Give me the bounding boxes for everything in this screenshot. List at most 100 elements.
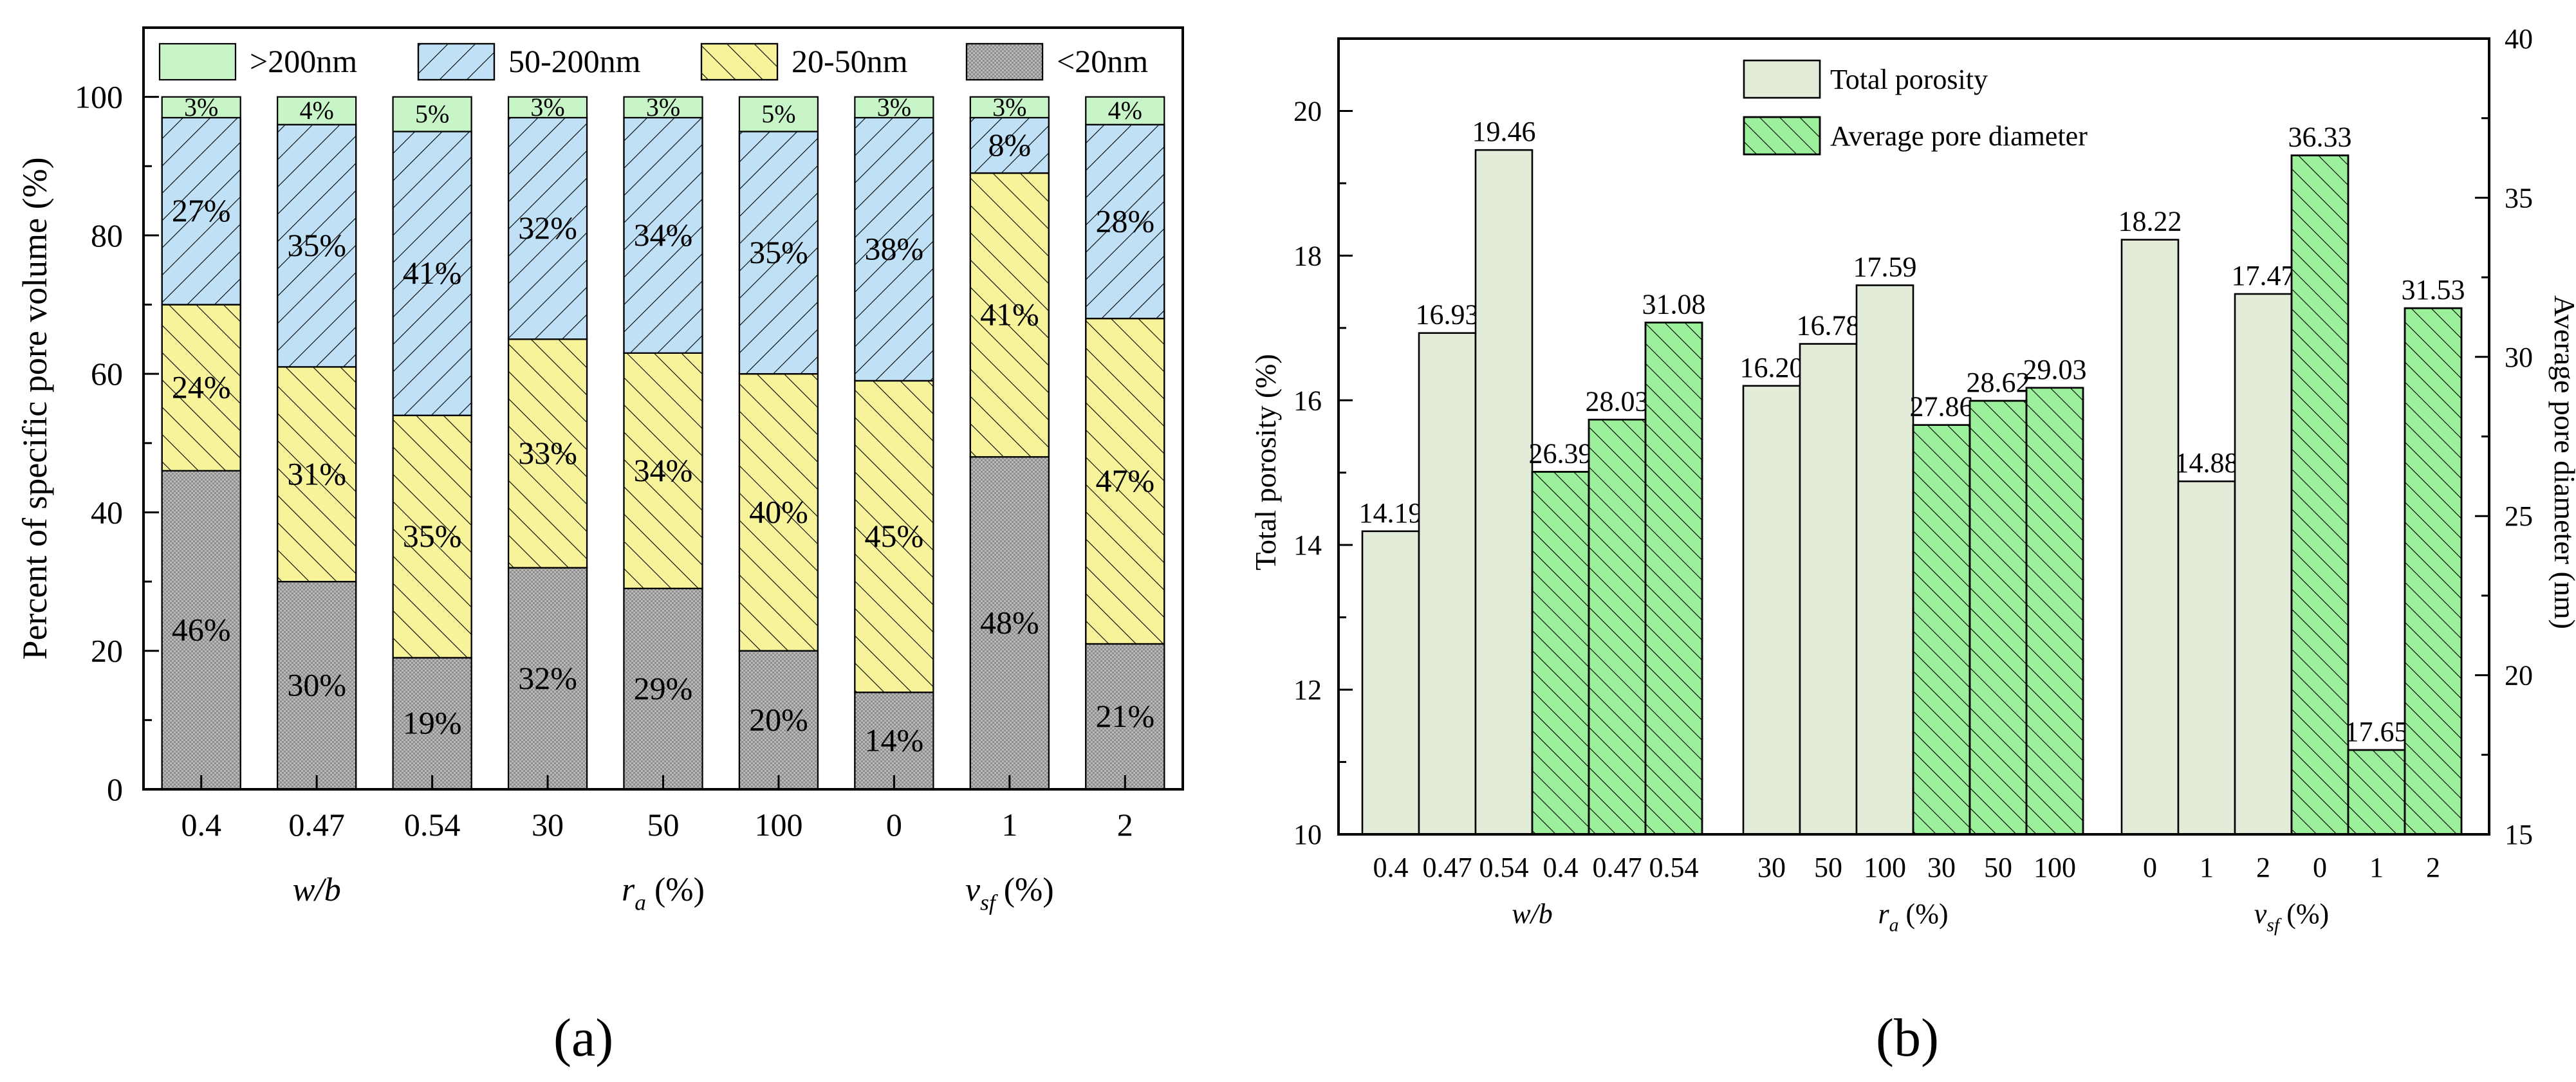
bar-segment-gt200 bbox=[623, 96, 703, 119]
chart-panel-b: 14.19 0.4 16.93 0.47 19.46 0.54 26.39 0.4 28.03 0… bbox=[1249, 23, 2576, 935]
data-label-total-porosity: 17.47 bbox=[2232, 260, 2295, 291]
data-label-total-porosity: 18.22 bbox=[2118, 206, 2182, 237]
x-tick-label: 100 bbox=[1864, 852, 1906, 883]
bar-segment-50-200-pattern bbox=[392, 131, 472, 416]
data-label-20-50: 35% bbox=[403, 518, 462, 554]
bar-total-porosity bbox=[2234, 293, 2293, 836]
data-label-lt20: 19% bbox=[403, 705, 462, 741]
data-label-lt20: 29% bbox=[634, 670, 693, 706]
x-tick-label: 50 bbox=[1814, 852, 1842, 883]
data-label-20-50: 34% bbox=[634, 452, 693, 488]
bar-total-porosity bbox=[2177, 480, 2236, 836]
bar-total-porosity bbox=[2120, 239, 2180, 836]
data-label-gt200: 4% bbox=[1108, 96, 1142, 125]
y-left-axis-label: Total porosity (%) bbox=[1249, 354, 1282, 571]
data-label-avg-pore-diameter: 31.08 bbox=[1642, 288, 1706, 320]
x-tick-label: 2 bbox=[2426, 852, 2440, 883]
legend-label: Total porosity bbox=[1830, 64, 1988, 95]
bar-segment-gt200 bbox=[277, 96, 357, 125]
data-label-total-porosity: 16.20 bbox=[1740, 352, 1804, 383]
bar-segment-lt20-pattern bbox=[738, 650, 819, 791]
x-group-label: w/b bbox=[293, 872, 341, 908]
x-tick-label: 50 bbox=[647, 807, 680, 843]
bar-segment-50-200-pattern bbox=[507, 116, 588, 340]
data-label-avg-pore-diameter: 36.33 bbox=[2288, 122, 2352, 153]
x-tick-label: 0.54 bbox=[404, 807, 461, 843]
y-left-tick-label: 14 bbox=[1293, 529, 1322, 561]
legend-swatch-total-porosity bbox=[1743, 59, 1821, 99]
x-tick-label: 0 bbox=[2313, 852, 2327, 883]
data-label-avg-pore-diameter: 28.03 bbox=[1586, 385, 1649, 417]
data-label-gt200: 3% bbox=[184, 93, 218, 122]
bar-segment-gt200 bbox=[969, 96, 1050, 119]
data-label-gt200: 5% bbox=[415, 100, 449, 129]
x-tick-label: 0.4 bbox=[1543, 852, 1579, 883]
data-label-gt200: 5% bbox=[761, 100, 795, 129]
legend-label: >200nm bbox=[250, 43, 357, 79]
y-right-axis-label: Average pore diameter (nm) bbox=[2548, 295, 2576, 629]
y-tick-label: 100 bbox=[75, 79, 123, 115]
data-label-lt20: 48% bbox=[980, 605, 1039, 641]
x-tick-label: 1 bbox=[2200, 852, 2214, 883]
bar-segment-20-50-pattern bbox=[1085, 317, 1165, 645]
bar-segment-20-50-pattern bbox=[623, 352, 703, 589]
data-label-50-200: 35% bbox=[749, 234, 808, 270]
x-tick-label: 50 bbox=[1984, 852, 2012, 883]
bar-segment-gt200 bbox=[392, 96, 472, 133]
bar-segment-50-200-pattern bbox=[161, 116, 241, 306]
x-tick-label: 0.47 bbox=[1423, 852, 1472, 883]
legend-swatch-pattern bbox=[417, 42, 496, 81]
bar-total-porosity bbox=[1742, 385, 1801, 836]
data-label-50-200: 27% bbox=[172, 192, 231, 228]
bar-segment-20-50-pattern bbox=[507, 338, 588, 569]
x-group-label: ra (%) bbox=[1878, 898, 1948, 935]
bar-avg-pore-diameter-pattern bbox=[2404, 307, 2463, 836]
caption-a: (a) bbox=[553, 1008, 614, 1068]
data-label-50-200: 38% bbox=[865, 230, 924, 266]
bar-segment-20-50-pattern bbox=[161, 304, 241, 472]
x-tick-label: 2 bbox=[1117, 807, 1133, 843]
bar-segment-50-200-pattern bbox=[854, 116, 934, 382]
x-tick-label: 30 bbox=[1927, 852, 1956, 883]
bar-segment-lt20-pattern bbox=[161, 470, 241, 791]
y-left-tick-label: 20 bbox=[1293, 95, 1322, 127]
bar-segment-lt20-pattern bbox=[623, 587, 703, 791]
chart-panel-a: 46%24%27%3%30%31%35%4%19%35%41%5%32%33%3… bbox=[15, 26, 1184, 915]
x-tick-label: 1 bbox=[1001, 807, 1017, 843]
bar-segment-gt200 bbox=[854, 96, 934, 119]
bar-avg-pore-diameter-pattern bbox=[2290, 154, 2349, 836]
legend-label: Average pore diameter bbox=[1830, 120, 2088, 152]
data-label-avg-pore-diameter: 28.62 bbox=[1967, 367, 2030, 398]
bar-avg-pore-diameter-pattern bbox=[1531, 471, 1590, 836]
data-label-total-porosity: 16.93 bbox=[1416, 299, 1479, 331]
x-tick-label: 30 bbox=[1757, 852, 1786, 883]
bar-avg-pore-diameter-pattern bbox=[1912, 424, 1971, 836]
bar-avg-pore-diameter-pattern bbox=[2347, 749, 2406, 836]
data-label-avg-pore-diameter: 29.03 bbox=[2023, 354, 2087, 385]
data-label-total-porosity: 16.78 bbox=[1797, 310, 1860, 342]
data-label-lt20: 30% bbox=[287, 667, 346, 703]
legend-label: 50-200nm bbox=[508, 43, 641, 79]
data-label-avg-pore-diameter: 31.53 bbox=[2402, 274, 2465, 306]
data-label-50-200: 34% bbox=[634, 217, 693, 253]
x-tick-label: 0.4 bbox=[181, 807, 221, 843]
x-group-label: vsf (%) bbox=[965, 872, 1054, 915]
y-tick-label: 60 bbox=[91, 356, 123, 392]
legend-swatch-avg-pore-pattern bbox=[1743, 116, 1821, 156]
legend-swatch-pattern bbox=[965, 42, 1044, 81]
bar-total-porosity bbox=[1418, 332, 1477, 836]
data-label-total-porosity: 14.88 bbox=[2175, 447, 2239, 479]
bar-avg-pore-diameter-pattern bbox=[2025, 387, 2084, 836]
y-tick-label: 20 bbox=[91, 633, 123, 669]
data-label-20-50: 24% bbox=[172, 369, 231, 405]
x-tick-label: 0.54 bbox=[1649, 852, 1699, 883]
y-right-tick-label: 15 bbox=[2505, 819, 2533, 850]
data-label-avg-pore-diameter: 26.39 bbox=[1529, 437, 1593, 469]
y-tick-label: 0 bbox=[107, 771, 123, 807]
x-tick-label: 0.54 bbox=[1479, 852, 1529, 883]
bar-total-porosity bbox=[1474, 149, 1534, 836]
data-label-20-50: 41% bbox=[980, 297, 1039, 333]
y-tick-label: 40 bbox=[91, 494, 123, 530]
bar-segment-50-200-pattern bbox=[738, 131, 819, 375]
